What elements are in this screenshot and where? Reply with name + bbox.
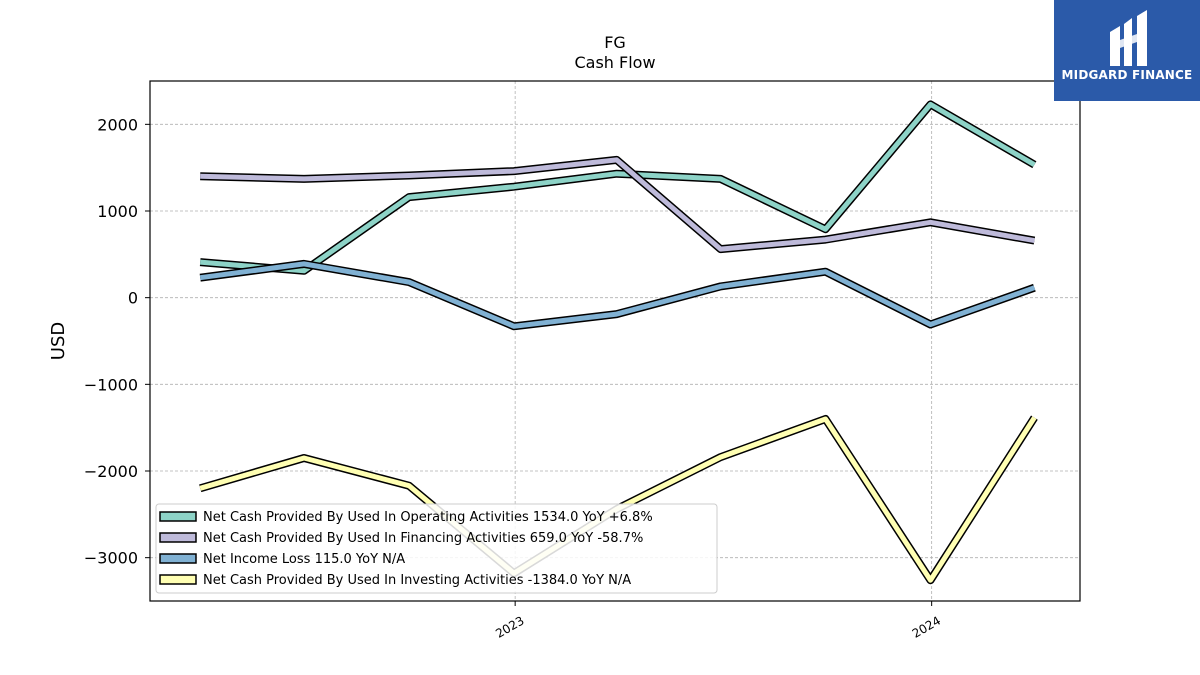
y-tick-label: 2000	[97, 115, 138, 134]
chart-title: FG	[604, 33, 626, 52]
y-tick-label: −3000	[84, 549, 138, 568]
y-tick-label: −2000	[84, 462, 138, 481]
brand-logo: MIDGARD FINANCE	[1054, 0, 1200, 101]
plot-frame	[149, 80, 1081, 602]
series-line-outline	[199, 259, 1036, 331]
y-tick-label: 0	[128, 289, 138, 308]
legend-label: Net Cash Provided By Used In Investing A…	[203, 573, 631, 588]
y-tick-label: −1000	[84, 375, 138, 394]
x-tick-label: 2024	[910, 613, 943, 640]
y-tick-label: 1000	[97, 202, 138, 221]
series-line	[199, 261, 1036, 329]
legend-label: Net Income Loss 115.0 YoY N/A	[203, 552, 405, 567]
legend-label: Net Cash Provided By Used In Operating A…	[203, 510, 653, 525]
legend-box	[155, 503, 718, 594]
chart-subtitle: Cash Flow	[574, 53, 655, 72]
brand-mark-icon	[1110, 10, 1147, 66]
x-axis-ticks: 2023 2024	[493, 601, 943, 641]
legend-swatch	[159, 574, 197, 585]
x-tick-label: 2023	[493, 613, 526, 640]
legend-label: Net Cash Provided By Used In Financing A…	[203, 531, 643, 546]
legend-swatch	[159, 511, 197, 522]
legend: Net Cash Provided By Used In Operating A…	[155, 503, 718, 594]
y-axis-ticks: −3000 −2000 −1000 0 1000 2000	[84, 115, 150, 568]
brand-name: MIDGARD FINANCE	[1061, 68, 1193, 82]
series-line	[199, 101, 1036, 274]
legend-swatch	[159, 532, 197, 543]
series-line	[200, 157, 1035, 252]
y-axis-label: USD	[48, 322, 69, 360]
legend-swatch	[159, 553, 197, 564]
